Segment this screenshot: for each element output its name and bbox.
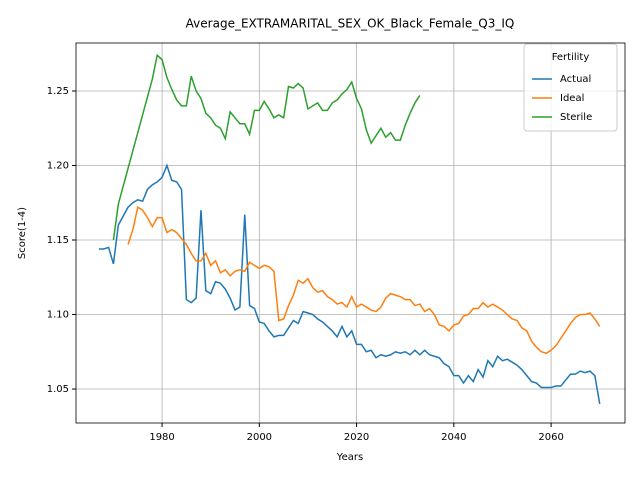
x-tick-label: 1980 xyxy=(149,432,174,443)
line xyxy=(127,206,601,355)
y-tick-label: 1.05 xyxy=(47,384,69,395)
x-axis-label: Years xyxy=(336,452,363,463)
y-tick-label: 1.20 xyxy=(47,160,69,171)
line xyxy=(98,163,601,405)
legend-label: Ideal xyxy=(560,93,584,104)
x-tick-label: 2040 xyxy=(441,432,466,443)
legend-label: Actual xyxy=(560,74,591,85)
y-tick-label: 1.25 xyxy=(47,86,69,97)
y-tick-label: 1.15 xyxy=(47,235,69,246)
legend-title: Fertility xyxy=(552,52,590,63)
legend-label: Sterile xyxy=(560,112,592,123)
legend: Fertility Actual Ideal Sterile xyxy=(523,43,618,132)
y-axis-label: Score(1-4) xyxy=(17,207,28,259)
plot-frame xyxy=(75,42,626,424)
x-tick-label: 2060 xyxy=(538,432,563,443)
y-tick-label: 1.10 xyxy=(47,310,69,321)
x-tick-label: 2020 xyxy=(344,432,369,443)
x-tick-label: 2000 xyxy=(247,432,272,443)
legend-box xyxy=(523,43,618,132)
chart-title: Average_EXTRAMARITAL_SEX_OK_Black_Female… xyxy=(186,17,515,31)
line xyxy=(112,53,421,241)
